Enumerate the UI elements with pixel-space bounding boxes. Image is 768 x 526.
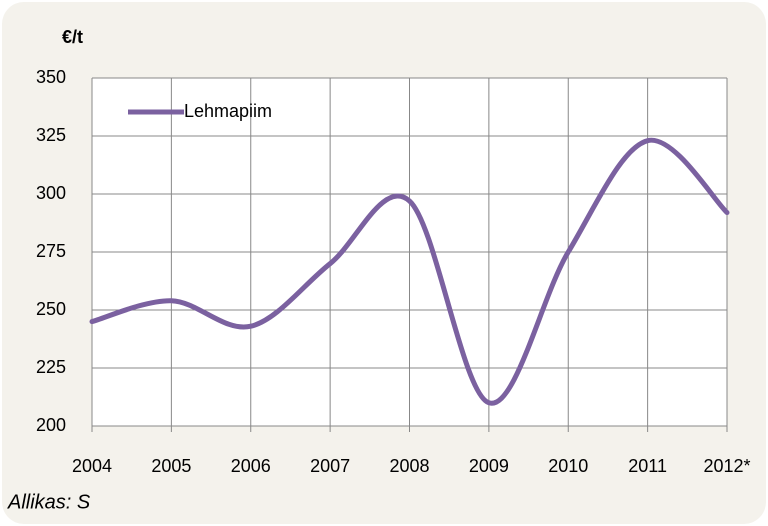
y-tick-label: 225 xyxy=(36,357,66,377)
x-tick-label: 2008 xyxy=(389,456,429,476)
y-tick-label: 200 xyxy=(36,415,66,435)
x-tick-label: 2010 xyxy=(548,456,588,476)
x-tick-label: 2011 xyxy=(628,456,667,476)
x-tick-label: 2006 xyxy=(231,456,271,476)
legend-label: Lehmapiim xyxy=(184,101,272,121)
source: Allikas: S xyxy=(7,491,91,513)
series-line xyxy=(89,137,730,406)
x-tick-label: 2012* xyxy=(703,456,750,476)
x-tick-label: 2009 xyxy=(469,456,509,476)
x-tick-label: 2007 xyxy=(310,456,350,476)
y-tick-label: 275 xyxy=(36,241,66,261)
x-tick-label: 2005 xyxy=(151,456,191,476)
y-tick-label: 250 xyxy=(36,299,66,319)
x-tick-label: 2004 xyxy=(72,456,112,476)
chart-title: €/t xyxy=(62,27,83,47)
y-tick-label: 300 xyxy=(36,183,66,203)
y-tick-label: 325 xyxy=(36,125,66,145)
y-tick-label: 350 xyxy=(36,67,66,87)
